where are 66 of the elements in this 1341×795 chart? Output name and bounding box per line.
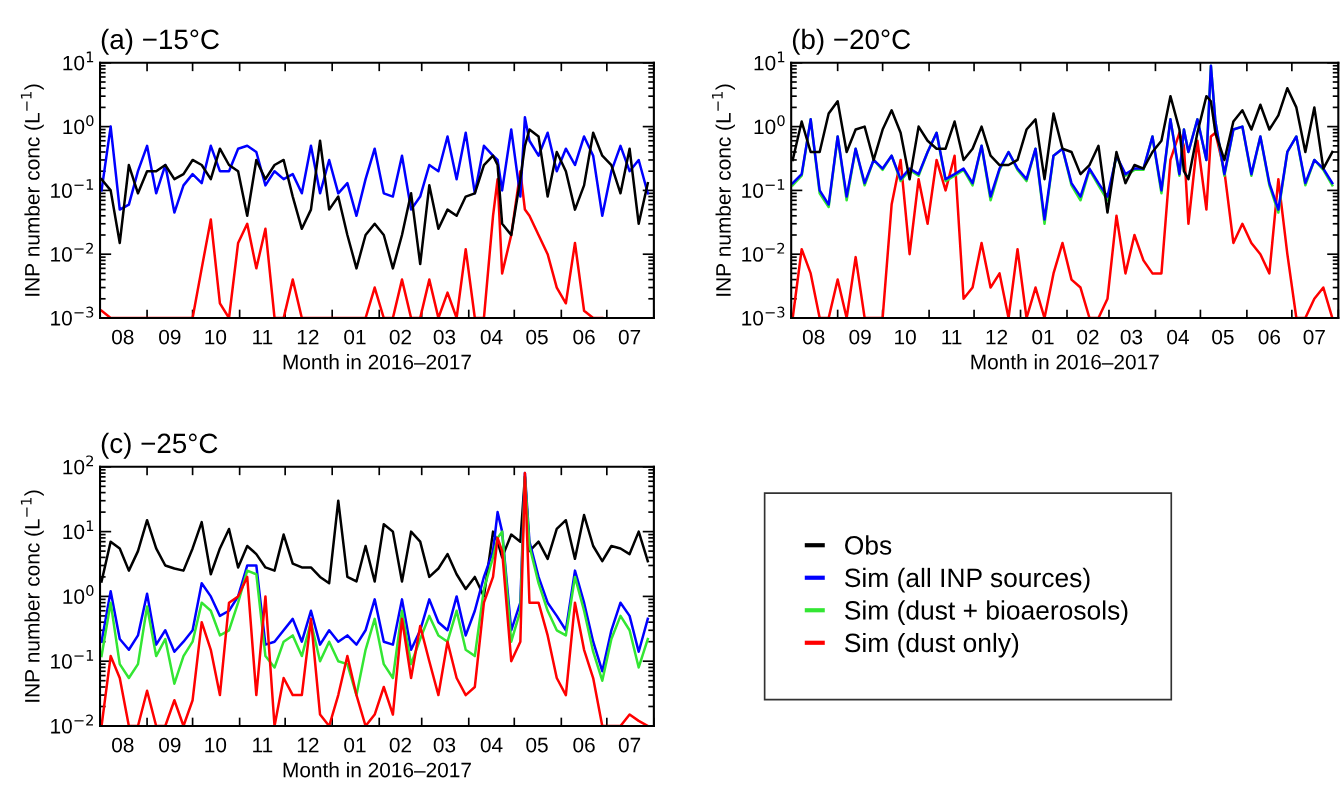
legend-label: Obs: [845, 535, 892, 555]
x-axis-title: Month in 2016–2017: [283, 354, 471, 370]
x-tick-label: 04: [480, 737, 503, 753]
y-tick-label: 10$^{−3}$: [51, 306, 94, 326]
y-tick-label: 10$^{−1}$: [742, 179, 785, 199]
x-tick-label: 11: [942, 329, 962, 345]
y-tick-label: 10$^{−3}$: [742, 306, 785, 326]
x-tick-label: 11: [253, 329, 273, 345]
y-tick-label: 10$^{2}$: [63, 455, 94, 475]
x-tick-label: 02: [1077, 329, 1099, 345]
x-tick-label: 05: [526, 329, 548, 345]
x-tick-label: 12: [986, 329, 1008, 345]
y-axis-title: INP number conc (L$^{−1}$): [20, 490, 44, 702]
x-axis-title: Month in 2016–2017: [971, 354, 1159, 370]
y-tick-label: 10$^{1}$: [754, 51, 785, 71]
x-tick-label: 10: [205, 329, 227, 345]
y-axis-title: INP number conc (L$^{−1}$): [20, 84, 44, 296]
x-tick-label: 06: [1258, 329, 1281, 345]
x-tick-label: 03: [433, 737, 456, 753]
x-tick-label: 05: [526, 737, 548, 753]
x-tick-label: 08: [802, 329, 825, 345]
x-tick-label: 07: [618, 329, 641, 345]
x-tick-label: 08: [112, 329, 134, 345]
x-tick-label: 06: [573, 329, 595, 345]
x-tick-label: 05: [1212, 329, 1234, 345]
x-tick-label: 10: [205, 737, 227, 753]
x-tick-label: 07: [1303, 329, 1325, 345]
x-tick-label: 03: [1120, 329, 1143, 345]
chart-title: (a) −15°C: [101, 28, 219, 55]
x-tick-label: 09: [849, 329, 871, 345]
x-tick-label: 09: [159, 737, 181, 753]
x-tick-label: 04: [480, 329, 503, 345]
legend-label: Sim (all INP sources): [845, 567, 1090, 593]
y-tick-label: 10$^{−2}$: [742, 242, 785, 262]
chart-title: (c) −25°C: [101, 432, 218, 459]
x-tick-label: 07: [618, 737, 641, 753]
y-tick-label: 10$^{−1}$: [51, 179, 94, 199]
x-tick-label: 01: [344, 329, 366, 345]
y-tick-label: 10$^{−1}$: [51, 650, 94, 669]
y-tick-label: 10$^{0}$: [63, 115, 94, 135]
chart-title: (b) −20°C: [792, 28, 911, 55]
y-tick-label: 10$^{−2}$: [51, 242, 93, 262]
line-series: [100, 116, 650, 218]
x-tick-label: 02: [389, 329, 412, 345]
x-tick-label: 10: [895, 329, 916, 345]
x-tick-label: 02: [389, 737, 412, 753]
x-tick-label: 08: [112, 737, 134, 753]
y-tick-label: 10$^{1}$: [63, 51, 94, 71]
y-tick-label: 10$^{1}$: [63, 520, 94, 540]
x-tick-label: 01: [1032, 329, 1054, 345]
y-tick-label: 10$^{−2}$: [51, 714, 93, 734]
legend-label: Sim (dust only): [845, 632, 1019, 658]
x-tick-label: 04: [1167, 329, 1189, 345]
x-tick-label: 09: [159, 329, 181, 345]
y-tick-label: 10$^{0}$: [63, 585, 94, 604]
y-tick-label: 10$^{0}$: [754, 115, 785, 135]
line-series: [791, 131, 1334, 318]
x-axis-title: Month in 2016–2017: [283, 762, 471, 778]
x-tick-label: 12: [297, 329, 319, 345]
x-tick-label: 11: [253, 737, 273, 753]
x-tick-label: 06: [573, 737, 595, 753]
x-tick-label: 01: [344, 737, 366, 753]
x-tick-label: 03: [433, 329, 456, 345]
legend-label: Sim (dust + bioaerosols): [845, 600, 1128, 625]
y-axis-title: INP number conc (L$^{−1}$): [712, 84, 735, 296]
x-tick-label: 12: [297, 737, 319, 753]
